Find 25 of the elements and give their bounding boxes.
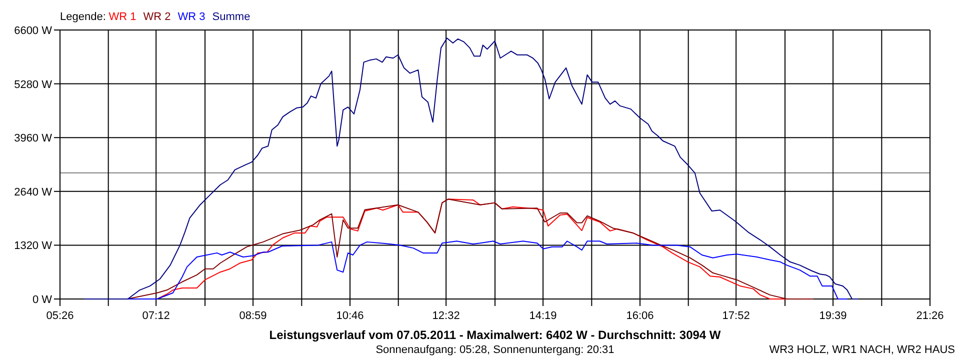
y-tick-label: 5280 W (14, 78, 53, 91)
x-tick-label: 14:19 (529, 310, 557, 322)
x-tick-label: 12:32 (432, 310, 460, 322)
text: Summe (212, 11, 250, 23)
x-tick-label: 17:52 (722, 310, 750, 322)
x-tick-label: 21:26 (916, 310, 944, 322)
x-tick-label: 16:06 (626, 310, 654, 322)
line-series (84, 38, 859, 300)
text: WR 3 (178, 11, 206, 23)
text: WR 2 (143, 11, 171, 23)
text: Leistungsverlauf vom 07.05.2011 - Maximalwert: 6402 W - Durchschnitt: 3094 W (269, 328, 722, 342)
y-tick-label: 0 W (32, 294, 53, 306)
x-tick-label: 10:46 (336, 310, 364, 322)
text: WR3 HOLZ, WR1 NACH, WR2 HAUS (769, 344, 955, 356)
y-tick-label: 2640 W (14, 186, 53, 198)
y-tick-label: 3960 W (14, 132, 53, 145)
y-tick-label: 1320 W (14, 240, 53, 252)
x-tick-label: 08:59 (239, 310, 267, 322)
x-tick-label: 19:39 (819, 310, 847, 322)
x-tick-label: 07:12 (142, 310, 170, 322)
legend-title: Legende: (60, 11, 106, 23)
text: WR 1 (108, 11, 136, 23)
text: Sonnenaufgang: 05:28, Sonnenuntergang: 20:31 (376, 344, 614, 356)
y-tick-label: 6600 W (14, 25, 53, 37)
x-tick-label: 05:26 (46, 310, 74, 322)
